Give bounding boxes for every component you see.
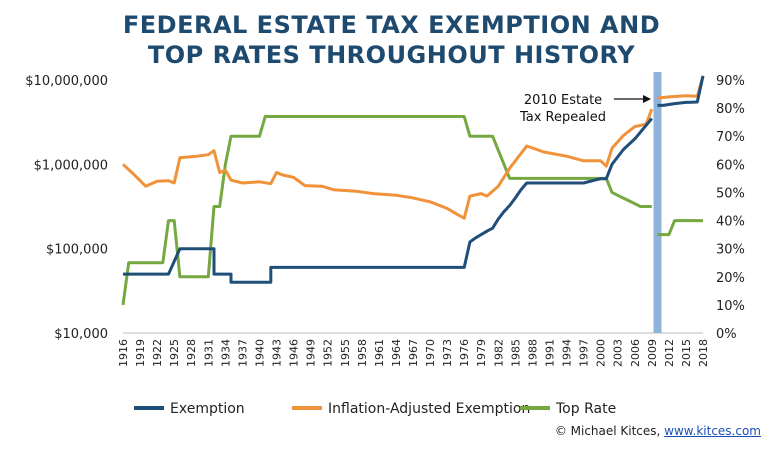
x-tick-label: 2009 [646,339,659,367]
x-tick-label: 1952 [322,339,335,367]
x-tick-label: 1937 [236,339,249,367]
x-tick-label: 2015 [680,339,693,367]
x-tick-label: 1991 [543,339,556,367]
annotation-arrow-head [643,95,651,103]
x-tick-label: 1943 [271,339,284,367]
x-tick-label: 1922 [151,339,164,367]
inflation-adjusted-exemption-line [121,108,654,220]
y-right-tick-label: 30% [716,243,745,258]
x-tick-label: 2018 [697,339,710,367]
credit-link[interactable]: www.kitces.com [664,424,761,438]
top-rate-line-after-repeal [657,219,703,237]
repeal-year-highlight-bar [653,72,662,333]
x-tick-label: 2012 [663,339,676,367]
legend-label: Inflation-Adjusted Exemption [328,401,530,417]
chart-title-line1: FEDERAL ESTATE TAX EXEMPTION AND [122,11,661,39]
x-tick-label: 2000 [595,339,608,367]
x-tick-label: 2003 [612,339,625,367]
annotation-line2: Tax Repealed [519,110,606,125]
y-left-tick-label: $1,000,000 [34,158,108,173]
y-right-tick-label: 70% [716,130,745,145]
y-right-tick-label: 90% [716,74,745,89]
y-right-tick-label: 40% [716,215,745,230]
x-tick-label: 1946 [288,339,301,367]
x-tick-label: 1934 [219,339,232,367]
x-tick-label: 1967 [407,339,420,367]
y-left-tick-label: $100,000 [46,243,108,258]
x-tick-label: 1916 [117,339,130,367]
y-right-tick-label: 60% [716,158,745,173]
x-tick-label: 1982 [492,339,505,367]
x-tick-label: 1961 [373,339,386,367]
x-tick-label: 1925 [168,339,181,367]
x-tick-label: 1958 [356,339,369,367]
y-right-tick-label: 20% [716,271,745,286]
exemption-line [123,117,653,284]
y-left-tick-label: $10,000 [54,327,108,342]
y-right-tick-label: 10% [716,299,745,314]
x-tick-label: 1988 [526,339,539,367]
x-tick-label: 1994 [561,339,574,367]
x-tick-label: 1979 [475,339,488,367]
x-tick-label: 1964 [390,339,403,367]
x-tick-label: 1919 [134,339,147,367]
credit-prefix: © Michael Kitces, [554,424,665,438]
x-tick-label: 1973 [441,339,454,367]
y-right-tick-label: 50% [716,186,745,201]
top-rate-line [121,115,652,306]
chart-title-line2: TOP RATES THROUGHOUT HISTORY [147,41,636,69]
credit-text: © Michael Kitces, www.kitces.com [555,424,761,438]
x-tick-label: 1928 [185,339,198,367]
y-right-tick-label: 0% [716,327,737,342]
x-tick-label: 1970 [424,339,437,367]
legend-label: Exemption [170,401,245,417]
x-tick-label: 1985 [509,339,522,367]
exemption-line-after-repeal [657,75,705,107]
inflation-adjusted-exemption-line-after-repeal [657,75,705,100]
legend-label: Top Rate [555,401,616,417]
x-tick-label: 1997 [578,339,591,367]
x-tick-label: 1955 [339,339,352,367]
y-left-tick-label: $10,000,000 [25,74,108,89]
x-tick-label: 1931 [202,339,215,367]
x-tick-label: 2006 [629,339,642,367]
y-right-tick-label: 80% [716,102,745,117]
annotation-line1: 2010 Estate [524,93,602,108]
x-tick-label: 1949 [305,339,318,367]
x-tick-label: 1976 [458,339,471,367]
x-tick-label: 1940 [253,339,266,367]
